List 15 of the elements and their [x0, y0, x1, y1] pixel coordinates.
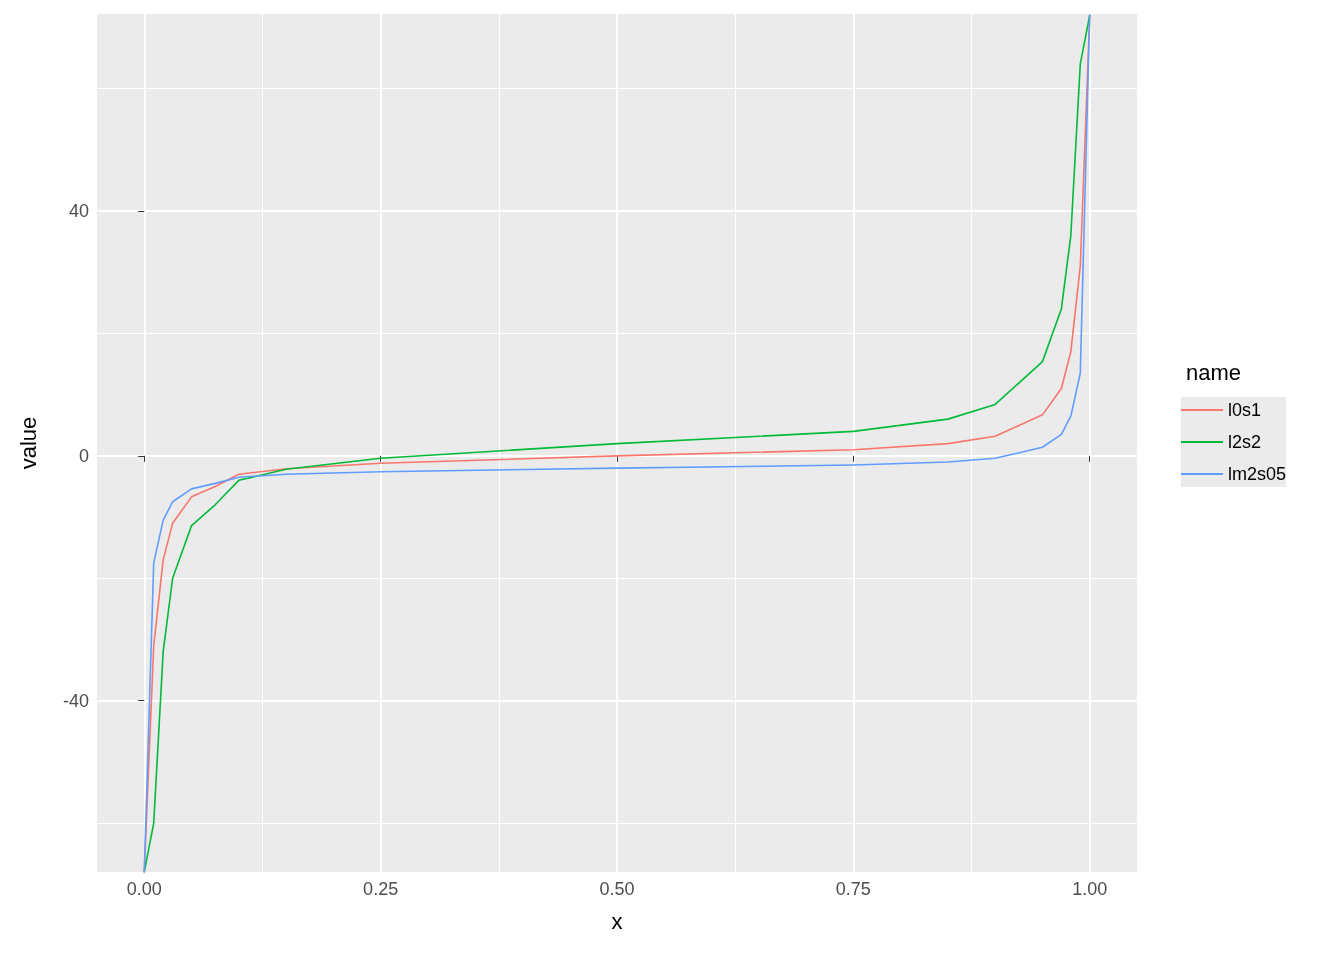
- x-tick-label: 1.00: [1072, 879, 1108, 899]
- x-tick-label: 0.25: [363, 879, 399, 899]
- x-tick-label: 0.00: [126, 879, 162, 899]
- y-tick-label: -40: [62, 690, 89, 711]
- y-tick-label: 0: [78, 445, 89, 466]
- legend-title: name: [1186, 359, 1242, 385]
- line-series: [143, 14, 1091, 873]
- legend-label: lm2s05: [1228, 464, 1287, 484]
- y-axis-title: value: [15, 416, 41, 470]
- legend-label: l2s2: [1228, 432, 1262, 452]
- y-tick-label: 40: [68, 201, 89, 222]
- x-tick-label: 0.50: [599, 879, 635, 899]
- legend-label: l0s1: [1228, 400, 1262, 420]
- x-tick-label: 0.75: [835, 879, 871, 899]
- x-axis-title: x: [611, 908, 623, 934]
